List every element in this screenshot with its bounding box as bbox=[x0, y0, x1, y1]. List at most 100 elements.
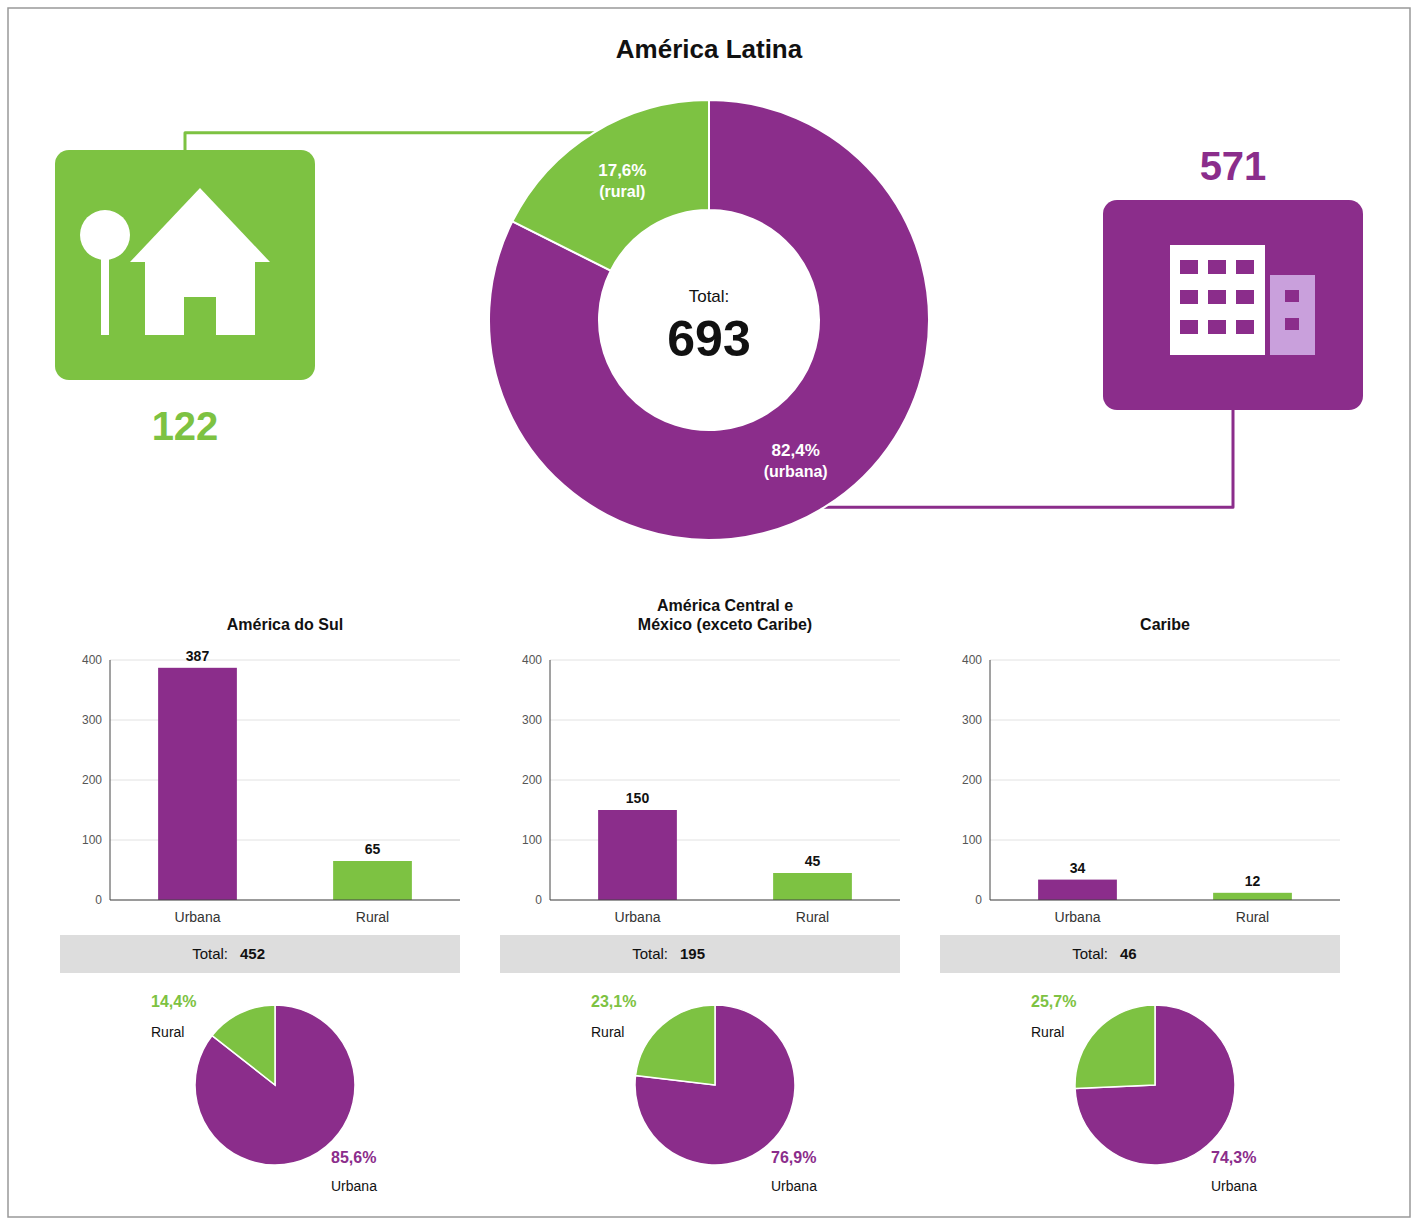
window bbox=[1208, 290, 1226, 304]
window bbox=[1208, 260, 1226, 274]
pie-value-label: 74,3% bbox=[1211, 1149, 1256, 1166]
pie-category: Rural bbox=[1031, 1024, 1064, 1040]
bar-chart: América Central e México (exceto Caribe) 0… bbox=[500, 597, 900, 973]
text-line: México (exceto Caribe) bbox=[638, 616, 812, 633]
y-tick-label: 0 bbox=[95, 893, 102, 907]
total-value: 46 bbox=[1120, 945, 1137, 962]
grid-line bbox=[990, 660, 1340, 661]
total-box bbox=[500, 935, 900, 973]
x-tick-label: Rural bbox=[356, 909, 389, 925]
slice-category: (urbana) bbox=[764, 463, 828, 480]
bar-chart: América do Sul0100200300400387Urbana65Ru… bbox=[60, 616, 460, 973]
bars bbox=[598, 810, 852, 900]
donut-slice bbox=[512, 100, 709, 271]
pie-slice bbox=[636, 1005, 715, 1085]
x-axis bbox=[990, 900, 1340, 901]
grid-line bbox=[550, 900, 900, 901]
x-tick-label: Urbana bbox=[1055, 909, 1101, 925]
grid-line bbox=[550, 660, 900, 661]
window bbox=[1180, 290, 1198, 304]
pie-category: Rural bbox=[151, 1024, 184, 1040]
grid-line bbox=[550, 780, 900, 781]
y-axis bbox=[110, 660, 111, 900]
icon-box bbox=[1103, 200, 1363, 410]
y-tick-label: 100 bbox=[962, 833, 982, 847]
bar bbox=[598, 810, 677, 900]
chart-canvas: América Latina82,4%(urbana)17,6%(rural)T… bbox=[0, 0, 1418, 1225]
grid-line bbox=[990, 720, 1340, 721]
rural-icon-box bbox=[55, 150, 315, 380]
data-label: 34 bbox=[1070, 860, 1086, 876]
y-axis bbox=[550, 660, 551, 900]
bar-title: América Central e México (exceto Caribe) bbox=[638, 597, 812, 633]
grid-line bbox=[990, 900, 1340, 901]
window bbox=[1285, 290, 1299, 302]
urban-icon-box bbox=[1103, 200, 1363, 410]
pie-category: Urbana bbox=[331, 1178, 377, 1194]
pie-slice bbox=[212, 1005, 275, 1085]
y-tick-label: 400 bbox=[82, 653, 102, 667]
y-tick-label: 0 bbox=[975, 893, 982, 907]
bars bbox=[158, 668, 412, 900]
y-tick-label: 200 bbox=[962, 773, 982, 787]
data-label: 150 bbox=[626, 790, 650, 806]
window bbox=[1208, 320, 1226, 334]
y-tick-label: 400 bbox=[522, 653, 542, 667]
building bbox=[1170, 245, 1265, 355]
slice-category: (rural) bbox=[599, 183, 645, 200]
x-tick-label: Urbana bbox=[615, 909, 661, 925]
y-tick-label: 200 bbox=[82, 773, 102, 787]
page-border bbox=[8, 8, 1410, 1217]
donut-slice bbox=[489, 100, 929, 540]
tree-trunk bbox=[101, 250, 109, 335]
window bbox=[1285, 318, 1299, 330]
pie-category: Urbana bbox=[771, 1178, 817, 1194]
x-tick-label: Urbana bbox=[175, 909, 221, 925]
bar-title: Caribe bbox=[1140, 616, 1190, 633]
building bbox=[1270, 275, 1315, 355]
pie-slice bbox=[1075, 1005, 1235, 1165]
x-axis bbox=[110, 900, 460, 901]
donut bbox=[489, 100, 929, 540]
pie-value-label: 23,1% bbox=[591, 993, 636, 1010]
y-tick-label: 300 bbox=[522, 713, 542, 727]
house-door bbox=[184, 297, 216, 335]
y-axis bbox=[990, 660, 991, 900]
total-label: Total: bbox=[1072, 945, 1108, 962]
y-tick-label: 300 bbox=[962, 713, 982, 727]
data-label: 12 bbox=[1245, 873, 1261, 889]
pie-value-label: 25,7% bbox=[1031, 993, 1076, 1010]
y-tick-label: 100 bbox=[82, 833, 102, 847]
pie-slice bbox=[635, 1005, 795, 1165]
grid-line bbox=[550, 720, 900, 721]
house-roof bbox=[130, 188, 270, 262]
pie-chart: 76,9% Urbana 23,1% Rural bbox=[591, 993, 817, 1194]
total-box bbox=[940, 935, 1340, 973]
pie-value-label: 14,4% bbox=[151, 993, 196, 1010]
bar bbox=[773, 873, 852, 900]
bar bbox=[1038, 880, 1117, 900]
grid-line bbox=[990, 840, 1340, 841]
urban-count: 571 bbox=[1200, 144, 1267, 188]
window bbox=[1236, 320, 1254, 334]
pie-category: Rural bbox=[591, 1024, 624, 1040]
y-tick-label: 300 bbox=[82, 713, 102, 727]
window bbox=[1236, 290, 1254, 304]
pie-slice bbox=[1075, 1005, 1155, 1089]
grid-line bbox=[110, 660, 460, 661]
y-tick-label: 0 bbox=[535, 893, 542, 907]
x-axis bbox=[550, 900, 900, 901]
data-label: 387 bbox=[186, 648, 210, 664]
bar bbox=[158, 668, 237, 900]
connector bbox=[185, 133, 593, 150]
grid-line bbox=[110, 900, 460, 901]
text-line: América Central e bbox=[657, 597, 793, 614]
data-label: 45 bbox=[805, 853, 821, 869]
pie-chart: 74,3%Urbana25,7%Rural bbox=[1031, 993, 1257, 1194]
y-tick-label: 200 bbox=[522, 773, 542, 787]
y-tick-label: 100 bbox=[522, 833, 542, 847]
data-label: 65 bbox=[365, 841, 381, 857]
pie-value-label: 76,9% bbox=[771, 1149, 816, 1166]
center-total: 693 bbox=[667, 311, 750, 367]
grid-line bbox=[990, 780, 1340, 781]
